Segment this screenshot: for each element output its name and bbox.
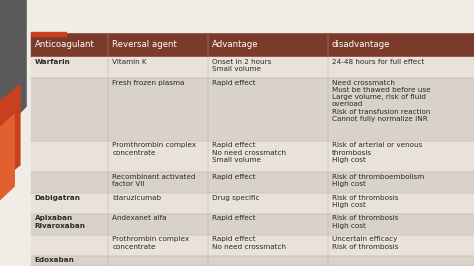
Text: Rapid effect
No need crossmatch: Rapid effect No need crossmatch <box>212 236 286 250</box>
Text: Warfarin: Warfarin <box>35 59 70 65</box>
Text: Rapid effect: Rapid effect <box>212 80 255 86</box>
Text: Risk of thrombosis
High cost: Risk of thrombosis High cost <box>331 215 398 229</box>
Text: Fresh frozen plasma: Fresh frozen plasma <box>112 80 184 86</box>
Text: Recombinant activated
factor VII: Recombinant activated factor VII <box>112 174 196 187</box>
Text: Risk of thrombosis
High cost: Risk of thrombosis High cost <box>331 194 398 208</box>
Polygon shape <box>0 0 26 133</box>
Text: Edoxaban: Edoxaban <box>35 257 74 263</box>
Bar <box>31 214 474 235</box>
Text: Rapid effect: Rapid effect <box>212 215 255 221</box>
Text: Promthrombin complex
concentrate: Promthrombin complex concentrate <box>112 142 196 156</box>
Text: 24-48 hours for full effect: 24-48 hours for full effect <box>331 59 424 65</box>
Text: Idaruzicumab: Idaruzicumab <box>112 194 161 201</box>
Text: Dabigatran: Dabigatran <box>35 194 81 201</box>
Text: Vitamin K: Vitamin K <box>112 59 147 65</box>
Text: Drug specific: Drug specific <box>212 194 259 201</box>
Bar <box>31 32 66 36</box>
Text: Rapid effect
No need crossmatch
Small volume: Rapid effect No need crossmatch Small vo… <box>212 142 286 163</box>
Polygon shape <box>0 114 14 200</box>
Bar <box>31 193 474 214</box>
Bar <box>31 32 474 57</box>
Text: Anticoagulant: Anticoagulant <box>35 40 94 49</box>
Text: Andexanet alfa: Andexanet alfa <box>112 215 167 221</box>
Bar <box>31 141 474 172</box>
Text: Need crossmatch
Must be thawed before use
Large volume, risk of fluid
overload
R: Need crossmatch Must be thawed before us… <box>331 80 430 122</box>
Text: Risk of thromboembolism
High cost: Risk of thromboembolism High cost <box>331 174 424 187</box>
Text: Onset in 2 hours
Small volume: Onset in 2 hours Small volume <box>212 59 271 72</box>
Bar <box>31 235 474 256</box>
Text: Reversal agent: Reversal agent <box>112 40 177 49</box>
Bar <box>31 172 474 193</box>
Bar <box>31 57 474 78</box>
Text: Apixaban
Rivaroxaban: Apixaban Rivaroxaban <box>35 215 86 229</box>
Bar <box>31 78 474 141</box>
Bar <box>0 0 474 32</box>
Polygon shape <box>0 85 20 181</box>
Text: Prothrombin complex
concentrate: Prothrombin complex concentrate <box>112 236 189 250</box>
Text: Advantage: Advantage <box>212 40 258 49</box>
Text: Risk of arterial or venous
thrombosis
High cost: Risk of arterial or venous thrombosis Hi… <box>331 142 422 163</box>
Bar <box>31 256 474 266</box>
Text: Uncertain efficacy
Risk of thrombosis: Uncertain efficacy Risk of thrombosis <box>331 236 398 250</box>
Text: Rapid effect: Rapid effect <box>212 174 255 180</box>
Text: disadvantage: disadvantage <box>331 40 390 49</box>
